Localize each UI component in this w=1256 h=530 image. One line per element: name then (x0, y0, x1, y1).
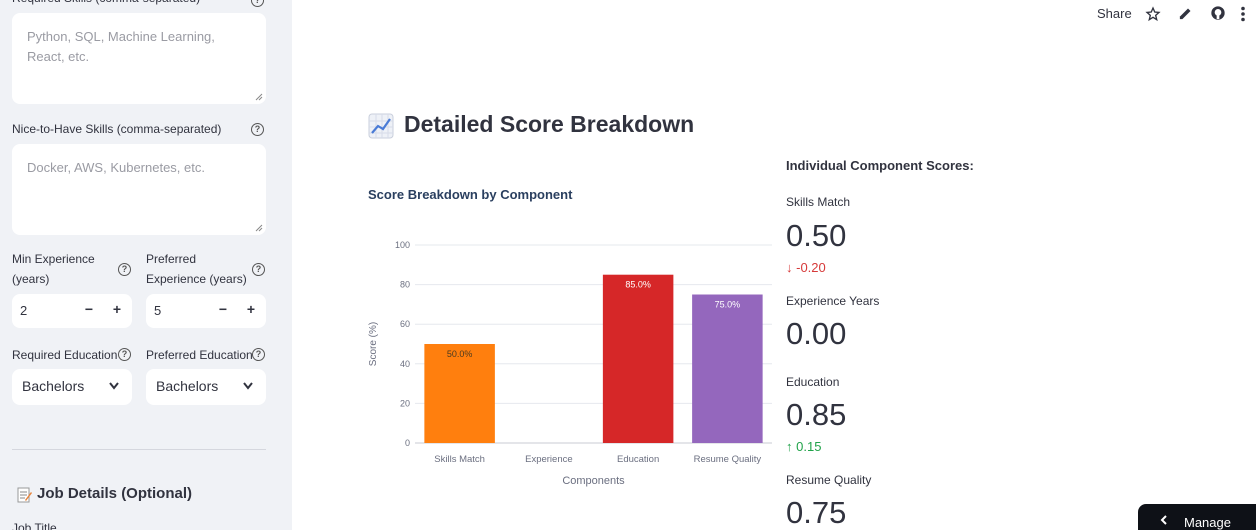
help-icon[interactable]: ? (252, 348, 265, 361)
edit-icon[interactable] (1178, 6, 1193, 21)
score-bar-chart: 0 20 40 60 80 100 50.0% Skills Match Experience 8… (368, 240, 772, 487)
bar-skills-match (424, 344, 495, 443)
metric-value-education: 0.85 (786, 397, 847, 432)
required-education-label: Required Education (12, 348, 118, 362)
bar-data-label: 50.0% (447, 349, 473, 359)
more-vert-icon[interactable] (1240, 6, 1246, 22)
min-experience-label: Min Experience (12, 252, 95, 266)
preferred-experience-label: Preferred (146, 252, 197, 266)
chevron-down-icon (243, 382, 253, 390)
min-experience-label-unit: (years) (12, 272, 50, 286)
help-icon[interactable]: ? (252, 263, 265, 276)
metric-label-resume-quality: Resume Quality (786, 473, 872, 487)
decrement-button[interactable]: − (218, 301, 228, 317)
required-skills-label: Required Skills (comma-separated) (12, 0, 200, 8)
nice-skills-placeholder: Docker, AWS, Kubernetes, etc. (27, 160, 205, 175)
arrow-up-icon: ↑ (786, 439, 793, 454)
required-education-select[interactable]: Bachelors (12, 369, 132, 405)
help-icon[interactable]: ? (118, 348, 131, 361)
x-tick-label: Skills Match (434, 454, 485, 465)
y-tick-label: 20 (400, 398, 410, 408)
x-tick-label: Resume Quality (694, 454, 762, 465)
bar-education (602, 274, 674, 443)
y-axis-title: Score (%) (368, 322, 379, 366)
min-experience-value[interactable]: 2 (20, 303, 28, 318)
metric-value-experience-years: 0.00 (786, 316, 847, 351)
required-skills-placeholder: Python, SQL, Machine Learning, React, et… (27, 29, 215, 64)
x-axis-title: Components (562, 475, 625, 487)
metric-value-skills-match: 0.50 (786, 218, 847, 253)
required-skills-input[interactable]: Python, SQL, Machine Learning, React, et… (12, 13, 266, 104)
metric-label-experience-years: Experience Years (786, 294, 880, 308)
delta-value: -0.20 (796, 260, 826, 275)
x-tick-label: Education (617, 454, 659, 465)
preferred-experience-label-unit: Experience (years) (146, 272, 247, 286)
min-experience-stepper[interactable]: 2 − + (12, 294, 132, 328)
increment-button[interactable]: + (246, 301, 256, 317)
decrement-button[interactable]: − (84, 301, 94, 317)
metric-delta-skills-match: ↓ -0.20 (786, 260, 826, 275)
job-details-heading: Job Details (Optional) (37, 485, 193, 502)
metric-label-skills-match: Skills Match (786, 195, 851, 209)
y-tick-label: 0 (405, 438, 410, 448)
delta-value: 0.15 (796, 439, 822, 454)
preferred-education-value: Bachelors (156, 378, 219, 394)
chevron-left-icon (1160, 515, 1167, 525)
help-icon[interactable]: ? (251, 123, 264, 136)
bar-data-label: 75.0% (715, 300, 741, 310)
y-tick-label: 80 (400, 280, 410, 290)
chart-increasing-icon (368, 113, 394, 139)
x-tick-label: Experience (525, 454, 573, 465)
help-icon[interactable]: ? (118, 263, 131, 276)
preferred-experience-value[interactable]: 5 (154, 303, 162, 318)
metric-value-resume-quality: 0.75 (786, 495, 847, 530)
required-education-value: Bachelors (22, 378, 85, 394)
increment-button[interactable]: + (112, 301, 122, 317)
sidebar: Required Skills (comma-separated) ? Pyth… (0, 0, 292, 530)
chart-title: Score Breakdown by Component (368, 187, 573, 202)
job-title-label: Job Title (12, 521, 57, 530)
manage-app-label: Manage app (1184, 515, 1231, 530)
resize-grip-icon[interactable] (255, 93, 263, 101)
metric-label-education: Education (786, 375, 840, 389)
star-icon[interactable] (1145, 6, 1161, 22)
sidebar-divider (12, 449, 266, 450)
metric-delta-education: ↑ 0.15 (786, 439, 821, 454)
chevron-down-icon (109, 382, 119, 390)
share-button[interactable]: Share (1097, 6, 1132, 21)
arrow-down-icon: ↓ (786, 260, 793, 275)
y-tick-label: 40 (400, 359, 410, 369)
bar-data-label: 85.0% (625, 280, 651, 290)
bar-resume-quality (692, 294, 763, 443)
github-icon[interactable] (1210, 5, 1226, 21)
memo-icon (17, 487, 32, 503)
nice-skills-input[interactable]: Docker, AWS, Kubernetes, etc. (12, 144, 266, 235)
resize-grip-icon[interactable] (255, 224, 263, 232)
preferred-education-select[interactable]: Bachelors (146, 369, 266, 405)
manage-app-button[interactable]: Manage app (1138, 504, 1256, 530)
help-icon[interactable]: ? (251, 0, 264, 7)
y-tick-label: 60 (400, 319, 410, 329)
metrics-title: Individual Component Scores: (786, 158, 974, 173)
nice-skills-label: Nice-to-Have Skills (comma-separated) (12, 122, 222, 136)
preferred-education-label: Preferred Education (146, 348, 253, 362)
preferred-experience-stepper[interactable]: 5 − + (146, 294, 266, 328)
section-title: Detailed Score Breakdown (404, 111, 695, 137)
y-tick-label: 100 (395, 240, 410, 250)
